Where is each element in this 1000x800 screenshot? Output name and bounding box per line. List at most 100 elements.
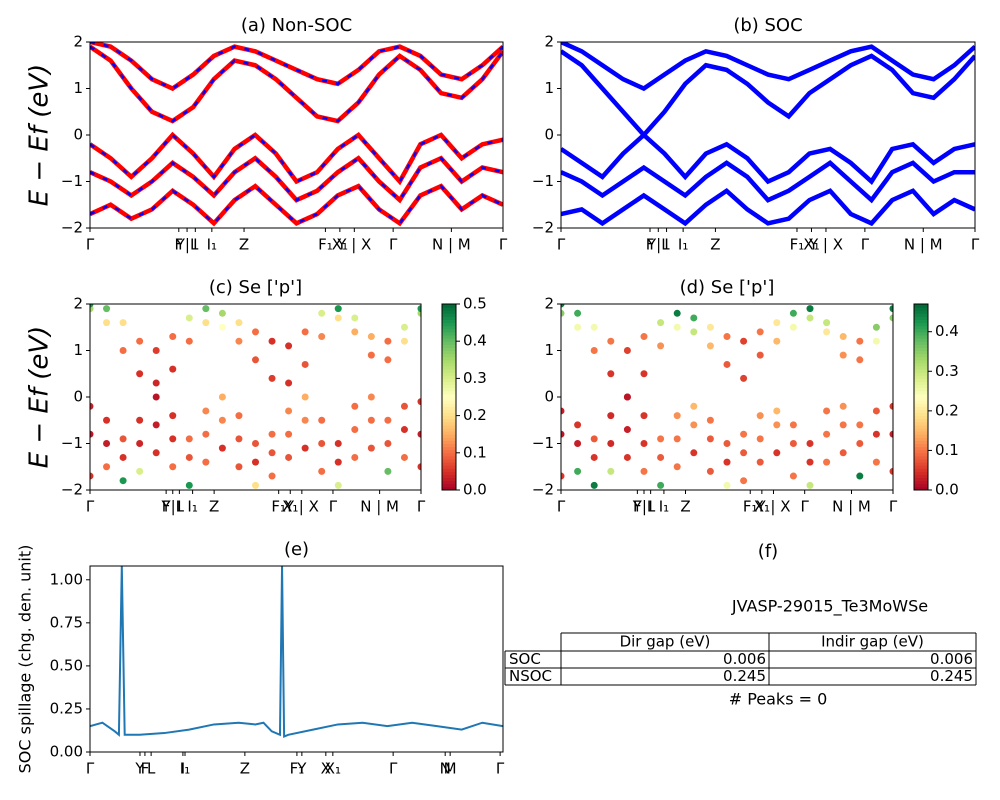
x-tick-label: L — [147, 760, 156, 778]
point — [706, 323, 714, 331]
point — [756, 458, 764, 466]
x-tick-label: Y | X — [336, 236, 371, 254]
point — [673, 412, 681, 420]
colorbar-tick-label: 0.2 — [935, 401, 959, 419]
point — [574, 309, 582, 317]
colorbar-cell — [442, 390, 456, 395]
colorbar-cell — [442, 459, 456, 463]
point — [318, 333, 326, 341]
band-line — [561, 187, 975, 227]
point — [574, 467, 582, 475]
point — [152, 347, 160, 354]
colorbar-cell — [914, 353, 928, 358]
point — [235, 463, 243, 471]
x-tick-label: X₁ — [325, 760, 341, 778]
colorbar-tick-label: 0.0 — [463, 481, 487, 499]
x-tick-label: I — [181, 760, 185, 778]
colorbar-cell — [442, 313, 456, 317]
x-tick-label: Γ — [86, 760, 95, 778]
colorbar-cell — [914, 400, 928, 404]
band-line-overlay — [90, 156, 503, 203]
x-tick-label: Γ — [86, 236, 95, 254]
plot-area — [561, 304, 893, 489]
x-tick-label: Y | X — [808, 236, 843, 254]
point — [202, 319, 210, 327]
point — [185, 314, 193, 322]
colorbar-tick-label: 0.4 — [935, 322, 959, 340]
y-tick-label: 0.25 — [50, 699, 83, 717]
point — [756, 435, 764, 443]
point — [103, 440, 111, 447]
point — [90, 402, 94, 410]
point — [561, 309, 565, 317]
colorbar-cell — [442, 369, 456, 373]
point — [740, 430, 748, 438]
point — [889, 402, 893, 410]
point — [367, 393, 375, 401]
x-tick-label: Γ — [801, 498, 810, 516]
point — [367, 333, 375, 341]
chart-title: (b) SOC — [733, 15, 802, 36]
y-tick-label: 2 — [544, 295, 554, 313]
point — [657, 342, 665, 350]
point — [723, 458, 731, 466]
plot-area — [90, 42, 503, 227]
colorbar-cell — [914, 378, 928, 382]
colorbar-cell — [442, 378, 456, 382]
point — [740, 374, 748, 382]
colorbar-cell — [914, 409, 928, 413]
point — [268, 374, 276, 382]
colorbar-cell — [914, 471, 928, 475]
point — [285, 430, 293, 438]
colorbar-cell — [442, 471, 456, 475]
colorbar-cell — [442, 424, 456, 429]
colorbar-cell — [442, 486, 456, 491]
x-tick-label: I — [648, 498, 652, 516]
point — [657, 435, 665, 443]
point — [590, 347, 598, 354]
x-tick-label: Z — [239, 236, 249, 254]
point — [103, 463, 111, 471]
point — [235, 435, 243, 443]
band-line — [90, 44, 503, 124]
point — [773, 337, 781, 345]
chart-title: (a) Non-SOC — [241, 15, 352, 36]
x-tick-label: Γ — [971, 236, 980, 254]
colorbar-cell — [442, 387, 456, 392]
y-tick-label: −2 — [61, 481, 83, 499]
y-tick-label: 0 — [544, 126, 554, 144]
point — [417, 430, 421, 438]
point — [152, 421, 160, 429]
point — [574, 323, 582, 331]
point — [607, 337, 615, 345]
point — [856, 337, 864, 345]
point — [623, 426, 631, 434]
band-line — [561, 42, 975, 92]
y-tick-label: 1 — [544, 79, 554, 97]
colorbar-cell — [914, 387, 928, 392]
y-tick-label: 1 — [544, 341, 554, 359]
point — [334, 440, 342, 447]
point — [723, 481, 731, 489]
colorbar-cell — [914, 356, 928, 361]
point — [856, 421, 864, 429]
colorbar-cell — [914, 384, 928, 389]
point — [640, 370, 648, 378]
x-tick-label: X₁ — [282, 498, 298, 516]
point — [872, 430, 880, 438]
colorbar-frame — [441, 303, 457, 491]
colorbar-cell — [442, 412, 456, 417]
colorbar-cell — [914, 322, 928, 327]
y-tick-label: −1 — [532, 172, 554, 190]
point — [889, 305, 893, 313]
colorbar-cell — [442, 406, 456, 410]
point — [823, 430, 831, 438]
point — [872, 337, 880, 345]
point — [623, 453, 631, 461]
x-tick-label: F₁ — [290, 760, 305, 778]
point — [673, 309, 681, 317]
colorbar-cell — [442, 381, 456, 386]
colorbar-cell — [442, 415, 456, 420]
point — [773, 319, 781, 327]
peaks-note: # Peaks = 0 — [729, 690, 828, 709]
